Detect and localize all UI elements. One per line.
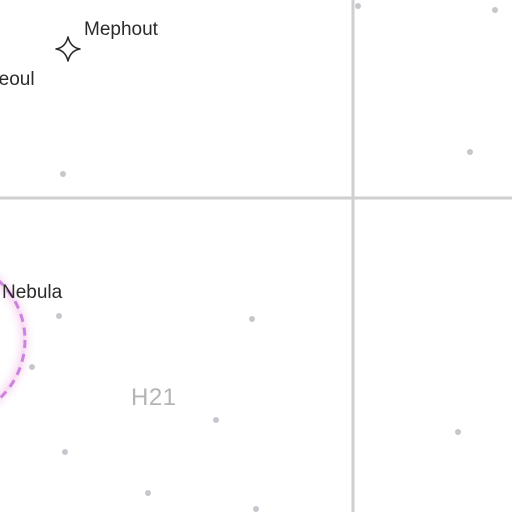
star-dot	[60, 171, 66, 177]
nebula-marker[interactable]	[0, 248, 37, 432]
star-dot	[253, 506, 259, 512]
star-dot	[29, 364, 35, 370]
star-dot	[56, 313, 62, 319]
sector-label: H21	[131, 384, 177, 411]
nebula-label-text: Nebula	[2, 282, 63, 303]
star-dot	[455, 429, 461, 435]
star-dot	[62, 449, 68, 455]
four-point-star-icon[interactable]	[55, 36, 81, 62]
star-dot	[145, 490, 151, 496]
location-label-nebula[interactable]: Nebula	[0, 283, 62, 302]
location-label-mephout[interactable]: Mephout	[84, 19, 158, 40]
star-dot	[249, 316, 255, 322]
star-dot	[467, 149, 473, 155]
star-dot	[355, 3, 361, 9]
nebula-ring	[0, 279, 27, 401]
star-dot	[492, 7, 498, 13]
location-label-seoul[interactable]: Seoul	[0, 69, 35, 90]
nebula-glow	[0, 266, 37, 414]
star-dot	[213, 417, 219, 423]
